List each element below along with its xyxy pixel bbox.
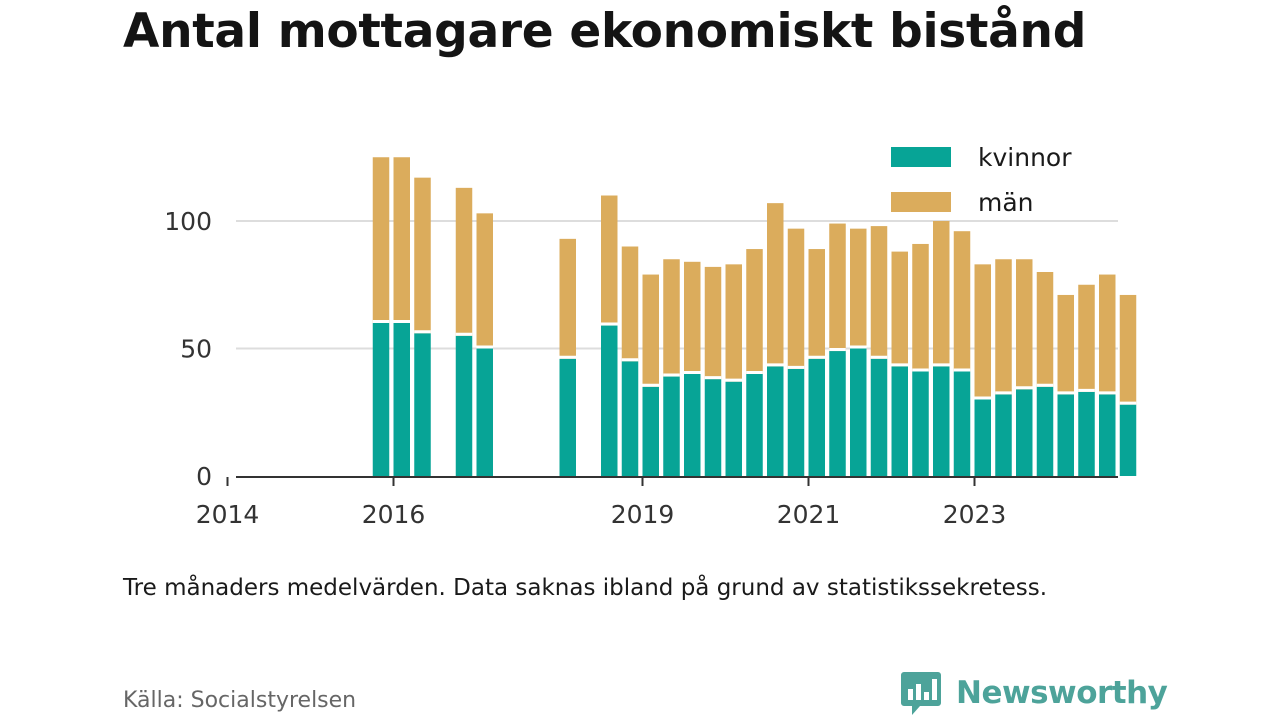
bar-man [621,246,639,362]
bar-man [870,226,888,359]
bar-man [372,157,390,323]
legend-swatch [891,147,951,167]
bar-kvinnor [870,358,888,476]
bar-kvinnor [1036,386,1054,476]
newsworthy-logo-icon [901,672,941,715]
bar-man [601,195,618,326]
y-tick-label: 50 [180,335,212,364]
bar-kvinnor [663,376,680,476]
bar-man [455,187,473,336]
bar-man [808,249,825,359]
bar-kvinnor [642,386,659,476]
bar-man [725,264,742,382]
bar-kvinnor [953,371,971,476]
source-label: Källa: Socialstyrelsen [123,688,357,713]
bar-kvinnor [891,366,908,476]
bar-kvinnor [787,368,805,476]
bar-kvinnor [746,374,763,476]
x-tick-label: 2019 [611,500,675,529]
bar-man [1057,294,1074,395]
legend-label: män [978,188,1034,217]
bar-man [1036,272,1054,387]
bar-kvinnor [725,381,742,476]
bar-man [559,238,576,359]
bar-man [891,251,908,367]
bar-kvinnor [684,374,701,476]
bar-kvinnor [850,348,867,476]
bar-kvinnor [974,399,991,476]
bar-kvinnor [621,361,639,476]
bar-man [642,274,659,387]
bar-kvinnor [1078,391,1095,476]
bar-man [974,264,991,400]
bar-kvinnor [829,351,846,476]
bar-man [995,259,1012,395]
x-tick-label: 2014 [196,500,260,529]
bar-kvinnor [767,366,784,476]
brand-logo[interactable]: Newsworthy [900,670,1168,716]
bar-man [393,157,410,323]
legend-swatch [891,192,951,212]
bar-man [684,261,701,374]
bar-man [746,249,763,374]
bar-kvinnor [1099,394,1116,476]
bar-man [1078,284,1095,392]
chart-title: Antal mottagare ekonomiskt bistånd [123,4,1087,59]
bar-kvinnor [476,348,493,476]
bar-kvinnor [1016,389,1033,476]
bar-kvinnor [559,358,576,476]
y-tick-label: 100 [164,207,212,236]
bar-man [476,213,493,349]
bar-man [704,266,722,380]
bar-kvinnor [601,325,618,476]
bar-kvinnor [414,333,431,476]
bar-kvinnor [995,394,1012,476]
x-tick-label: 2021 [777,500,841,529]
chart-note: Tre månaders medelvärden. Data saknas ib… [123,575,1048,601]
bar-kvinnor [1119,404,1137,476]
bar-man [787,228,805,369]
bar-kvinnor [808,358,825,476]
bar-kvinnor [912,371,929,476]
x-tick-label: 2023 [943,500,1007,529]
y-tick-label: 0 [196,462,212,491]
bar-man [933,221,950,367]
bar-man [829,223,846,352]
bar-kvinnor [455,335,473,476]
bar-man [767,203,784,367]
bar-man [850,228,867,349]
bar-man [663,259,680,377]
x-tick-label: 2016 [362,500,426,529]
bar-man [912,243,929,372]
bar-kvinnor [704,379,722,476]
bar-kvinnor [1057,394,1074,476]
bar-kvinnor [393,323,410,476]
brand-name: Newsworthy [956,675,1168,711]
bar-man [1016,259,1033,390]
bar-kvinnor [933,366,950,476]
bar-man [1099,274,1116,395]
legend-label: kvinnor [978,143,1072,172]
bar-man [1119,294,1137,405]
bar-kvinnor [372,323,390,476]
bar-man [414,177,431,334]
bar-man [953,231,971,372]
